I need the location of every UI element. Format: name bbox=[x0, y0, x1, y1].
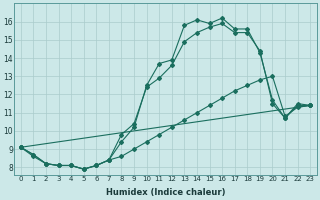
X-axis label: Humidex (Indice chaleur): Humidex (Indice chaleur) bbox=[106, 188, 225, 197]
